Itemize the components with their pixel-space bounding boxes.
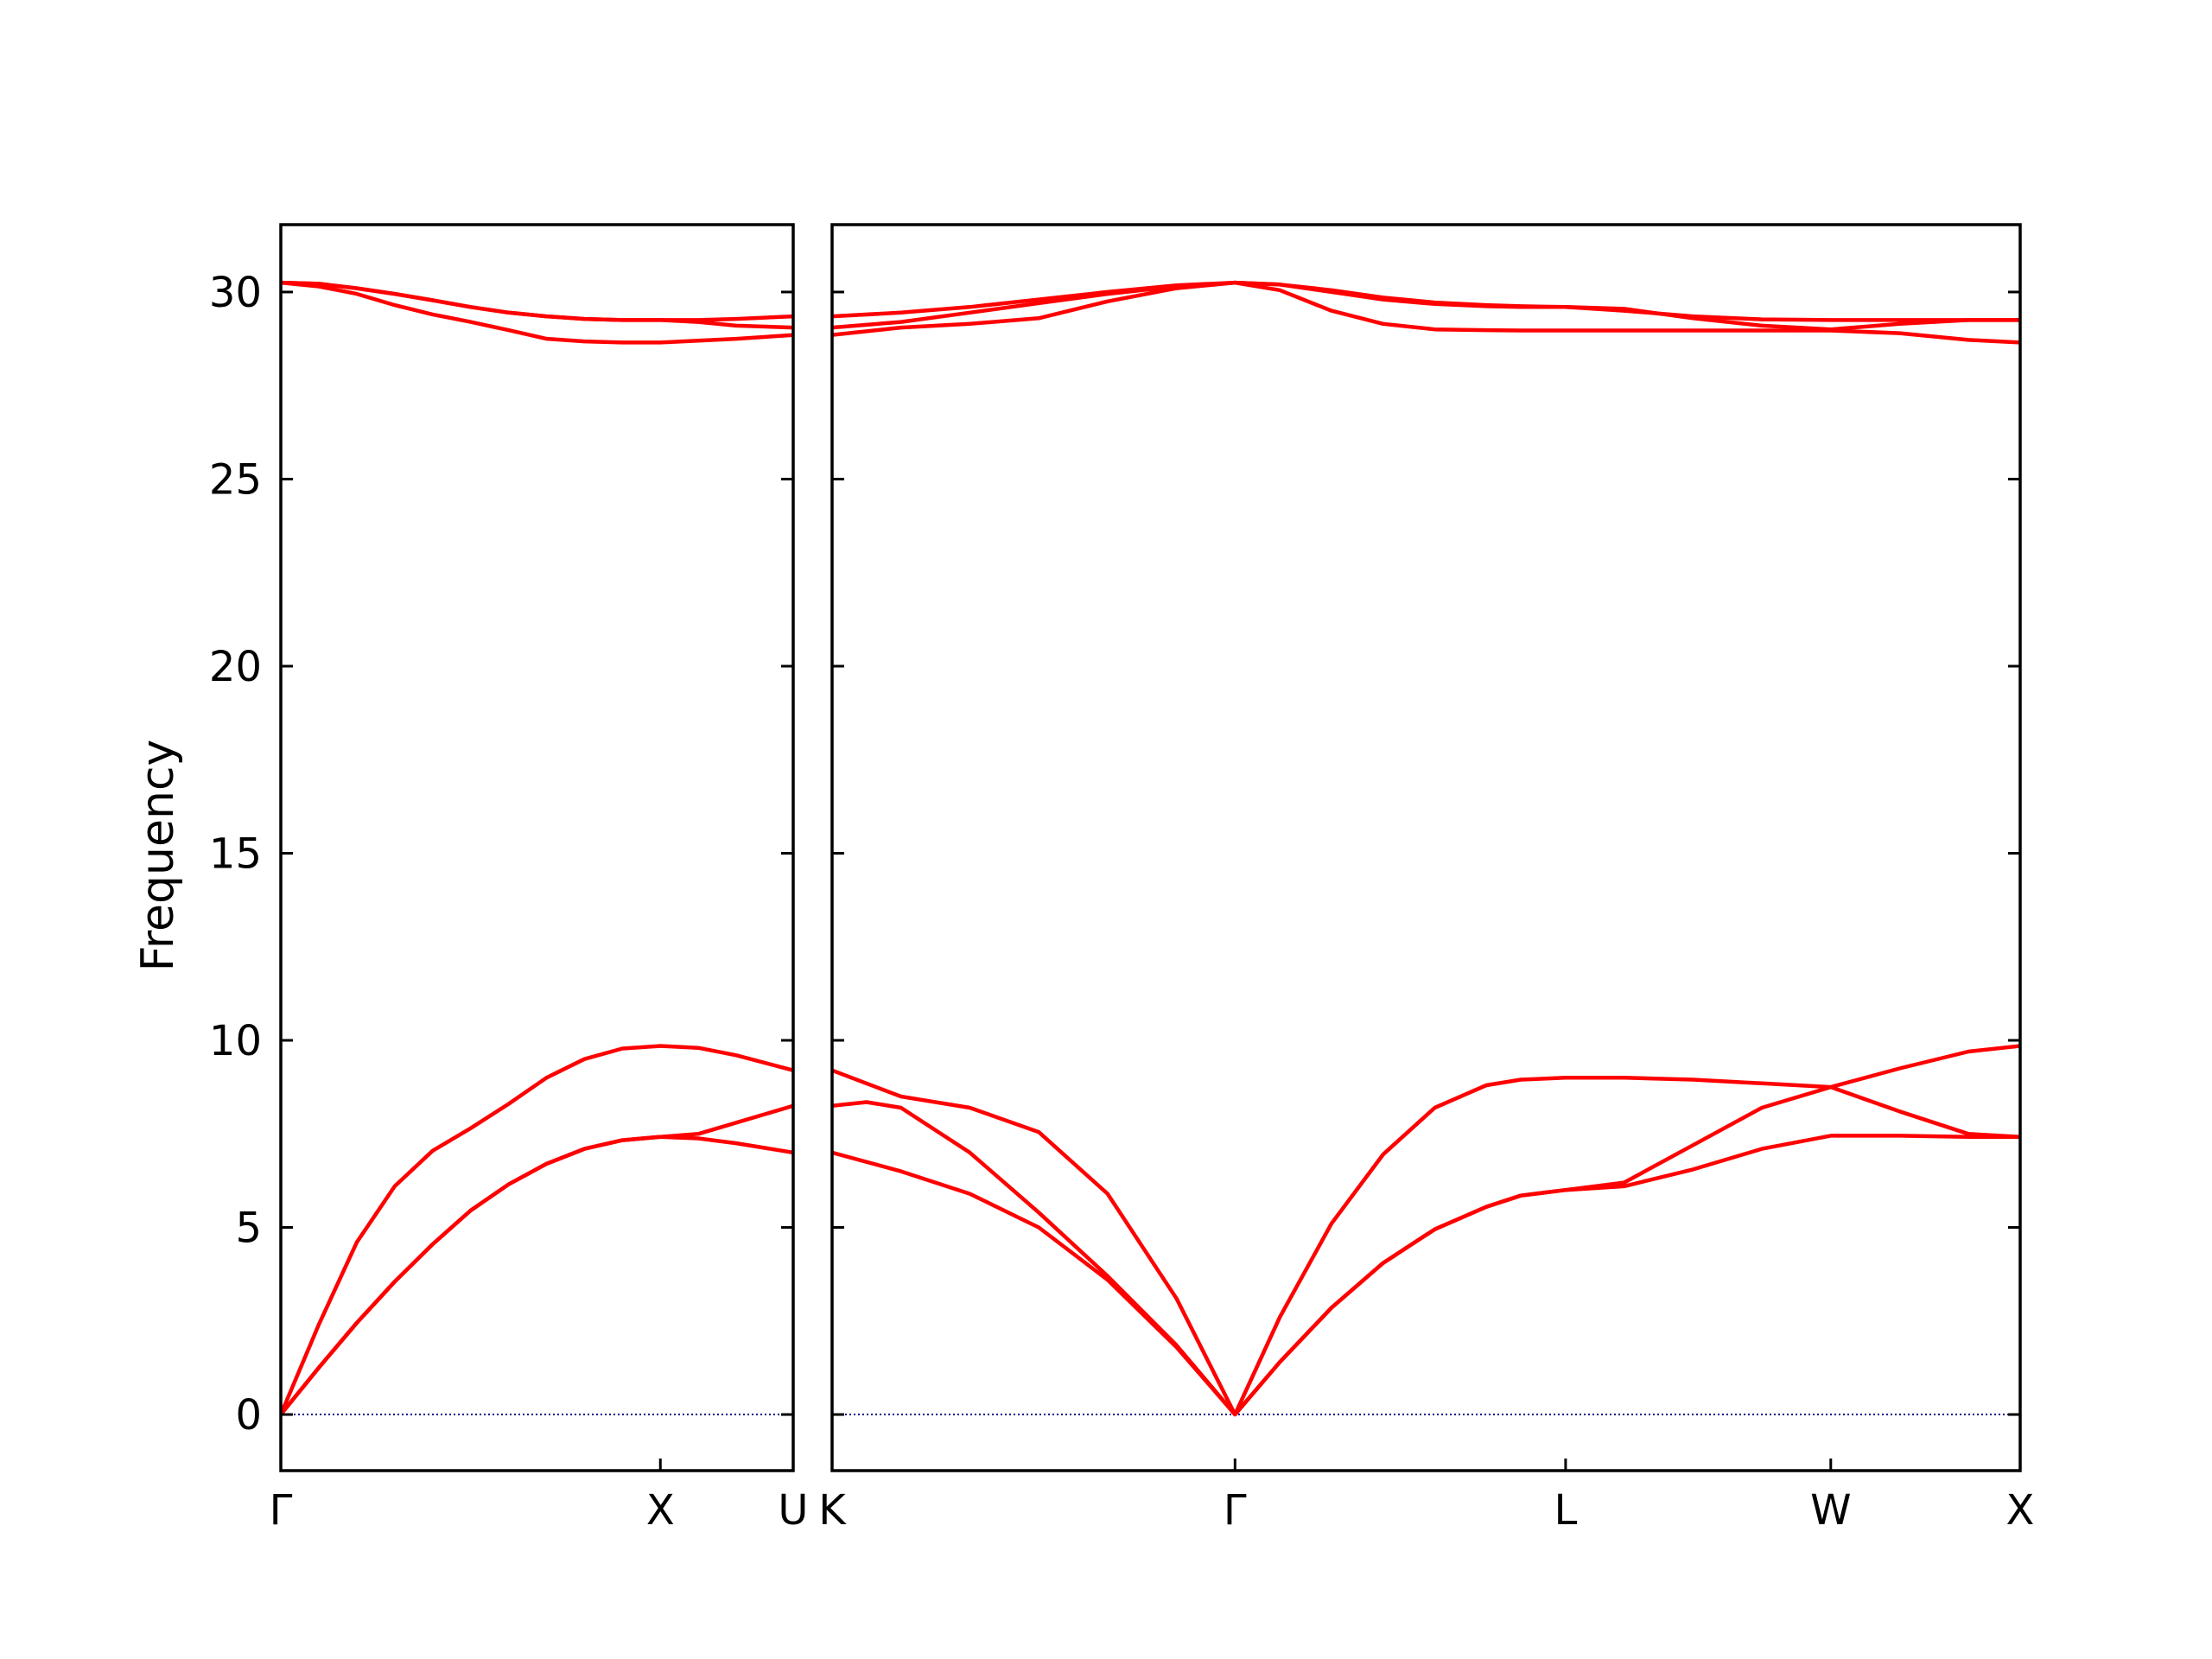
band-line-3 [281,1044,793,1417]
x-tick-label: X [646,1486,675,1535]
panels-layer: 0 5 10 15 20 25 30 Γ X U K Γ L W X [209,223,2035,1535]
x-tick-label: W [1810,1486,1851,1535]
y-tick-label: 10 [209,1017,262,1065]
band-line-6 [832,280,2020,322]
band-line-4 [281,280,793,345]
y-axis-label: Frequency [132,740,184,972]
y-tick-label: 5 [235,1205,262,1253]
panel-frame [279,223,795,1472]
band-line-6 [281,280,793,330]
panel-frame [830,223,2022,1472]
band-line-4 [832,280,2020,345]
x-tick-label: U [778,1486,808,1535]
x-tick-label: K [818,1486,847,1535]
band-line-3 [832,1044,2020,1417]
band-line-2 [281,1103,793,1417]
band-curves [281,280,793,1417]
y-tick-label: 30 [209,269,262,317]
left-panel: 0 5 10 15 20 25 30 Γ X U [209,223,809,1535]
x-tick-label: Γ [270,1486,293,1535]
y-tick-label: 25 [209,455,262,504]
band-curves [832,280,2020,1417]
y-tick-label: 15 [209,830,262,878]
x-tick-label: X [2006,1486,2035,1535]
band-line-2 [832,1084,2020,1417]
y-tick-label: 0 [235,1391,262,1440]
x-tick-label: Γ [1224,1486,1247,1535]
x-tick-label: L [1554,1486,1578,1535]
y-tick-label: 20 [209,643,262,691]
